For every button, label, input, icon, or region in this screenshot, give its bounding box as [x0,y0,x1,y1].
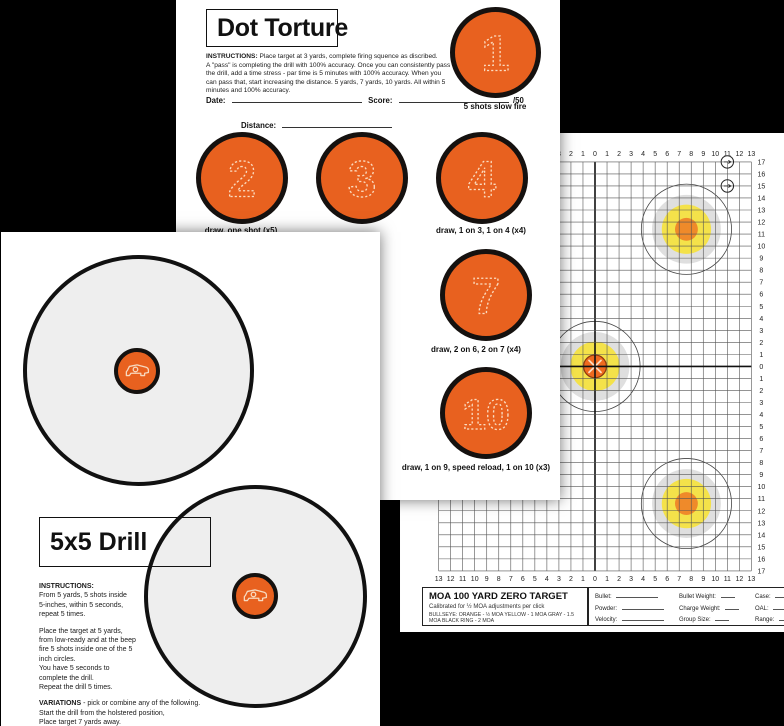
svg-text:9: 9 [701,576,705,583]
svg-text:15: 15 [757,544,765,551]
svg-text:6: 6 [665,576,669,583]
svg-text:3: 3 [348,150,376,207]
svg-text:5: 5 [653,576,657,583]
svg-text:9: 9 [759,472,763,479]
svg-text:2: 2 [759,340,763,347]
svg-text:2: 2 [759,388,763,395]
svg-text:15: 15 [757,183,765,190]
svg-text:2: 2 [569,151,573,158]
svg-text:5: 5 [759,304,763,311]
svg-text:4: 4 [641,151,645,158]
svg-text:10: 10 [462,391,509,439]
svg-text:11: 11 [758,232,765,239]
svg-text:8: 8 [759,460,763,467]
svg-text:13: 13 [757,208,765,215]
svg-text:1: 1 [605,576,609,583]
svg-text:9: 9 [701,151,705,158]
svg-text:7: 7 [677,576,681,583]
svg-text:4: 4 [545,576,549,583]
svg-text:0: 0 [593,151,597,158]
svg-text:4: 4 [468,150,496,207]
svg-text:4: 4 [759,316,763,323]
svg-text:10: 10 [757,484,765,491]
svg-text:8: 8 [689,576,693,583]
svg-text:1: 1 [581,576,585,583]
svg-text:13: 13 [757,520,765,527]
svg-text:2: 2 [569,576,573,583]
svg-text:13: 13 [747,151,755,158]
svg-text:1: 1 [581,151,585,158]
svg-text:3: 3 [759,328,763,335]
svg-text:5: 5 [533,576,537,583]
svg-text:7: 7 [759,448,763,455]
svg-text:1: 1 [759,376,763,383]
svg-text:0: 0 [593,576,597,583]
svg-text:6: 6 [759,436,763,443]
svg-text:3: 3 [629,151,633,158]
svg-text:1: 1 [605,151,609,158]
svg-text:12: 12 [735,151,743,158]
svg-text:3: 3 [759,400,763,407]
svg-text:6: 6 [521,576,525,583]
svg-text:7: 7 [759,280,763,287]
svg-text:12: 12 [757,508,765,515]
svg-text:2: 2 [617,576,621,583]
svg-text:10: 10 [711,151,719,158]
svg-text:9: 9 [759,256,763,263]
svg-text:9: 9 [485,576,489,583]
svg-text:0: 0 [759,364,763,371]
svg-text:2: 2 [228,150,256,207]
svg-text:8: 8 [689,151,693,158]
svg-text:13: 13 [435,576,443,583]
svg-text:5: 5 [759,424,763,431]
svg-text:8: 8 [759,268,763,275]
svg-text:4: 4 [759,412,763,419]
svg-text:8: 8 [497,576,501,583]
svg-text:10: 10 [471,576,479,583]
svg-text:14: 14 [757,195,765,202]
svg-text:7: 7 [677,151,681,158]
svg-text:12: 12 [757,220,765,227]
svg-text:1: 1 [759,352,763,359]
svg-text:3: 3 [557,576,561,583]
svg-text:7: 7 [472,267,500,324]
svg-text:16: 16 [757,556,765,563]
svg-text:12: 12 [735,576,743,583]
svg-text:4: 4 [641,576,645,583]
svg-text:11: 11 [724,576,731,583]
svg-text:13: 13 [747,576,755,583]
svg-text:10: 10 [757,244,765,251]
svg-text:11: 11 [758,496,765,503]
svg-text:16: 16 [757,171,765,178]
svg-text:5: 5 [653,151,657,158]
svg-text:17: 17 [757,159,765,166]
svg-text:1: 1 [482,26,510,82]
svg-text:7: 7 [509,576,513,583]
svg-text:6: 6 [759,292,763,299]
svg-text:2: 2 [617,151,621,158]
svg-text:6: 6 [665,151,669,158]
svg-text:14: 14 [757,532,765,539]
svg-text:17: 17 [757,568,765,575]
svg-text:3: 3 [629,576,633,583]
svg-text:10: 10 [711,576,719,583]
svg-text:12: 12 [447,576,455,583]
svg-text:11: 11 [724,151,731,158]
svg-text:11: 11 [459,576,466,583]
